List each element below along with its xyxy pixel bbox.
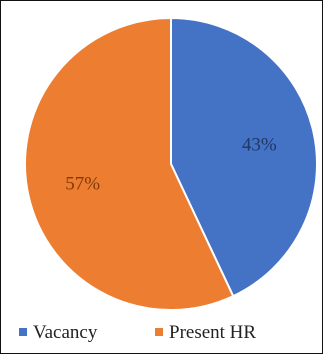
pie-data-labels: 43% 57% [65,134,277,194]
legend-label-vacancy: Vacancy [33,322,98,343]
pie-slice-present-hr [24,16,235,311]
data-label-vacancy: 43% [242,134,277,155]
data-label-present-hr: 57% [65,174,100,195]
legend-swatch-present-hr [155,328,163,336]
pie-slices [24,16,318,311]
pie-slice-vacancy [170,16,318,298]
legend-label-present-hr: Present HR [169,322,256,343]
legend: Vacancy Present HR [19,322,256,343]
legend-swatch-vacancy [19,328,27,336]
